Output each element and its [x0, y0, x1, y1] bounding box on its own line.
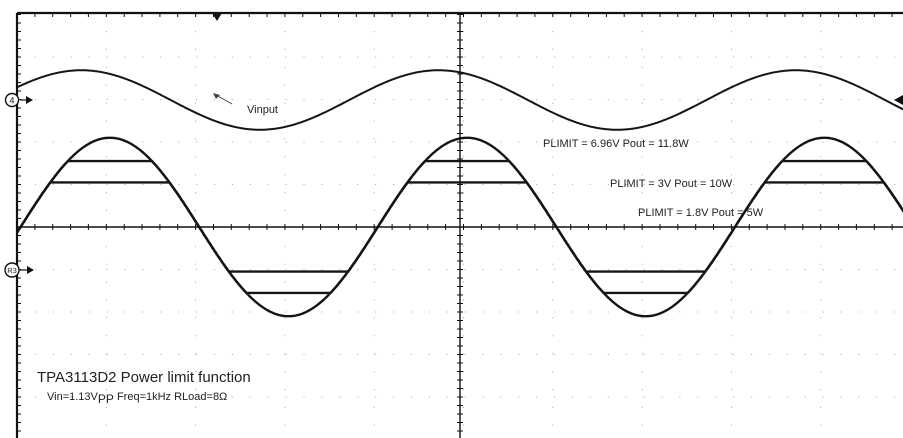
vinput-pointer [215, 94, 233, 105]
trigger-position-marker [212, 13, 222, 21]
axis-ticks-vertical [457, 14, 463, 432]
vinput-pointer-arrow [213, 93, 220, 99]
subtitle-conditions: Freq=1kHz RLoad=8Ω [114, 391, 227, 403]
waveform-traces [15, 69, 903, 318]
plimit-1-8v-label: PLIMIT = 1.8V Pout = 5W [638, 207, 764, 219]
chart-subtitle: Vin=1.13VPP Freq=1kHz RLoad=8Ω [47, 391, 227, 406]
chart-title: TPA3113D2 Power limit function [37, 369, 251, 386]
edge-ticks-left [17, 14, 21, 432]
channel-4-marker: 4 [4, 92, 33, 108]
trace-output-3 [15, 181, 903, 273]
subtitle-vin-subscript: PP [98, 392, 114, 406]
scope-frame [15, 11, 903, 438]
channel-r3-label: R3 [7, 266, 17, 275]
subtitle-vin: Vin=1.13V [47, 391, 99, 403]
plimit-3v-label: PLIMIT = 3V Pout = 10W [610, 178, 733, 190]
plimit-6-96v-label: PLIMIT = 6.96V Pout = 11.8W [543, 138, 689, 150]
trace-vinput [16, 69, 903, 131]
channel-4-label: 4 [9, 96, 14, 106]
vinput-label: Vinput [247, 104, 278, 116]
channel-4-right-marker [894, 95, 903, 105]
channel-r3-marker: R3 [4, 262, 34, 278]
